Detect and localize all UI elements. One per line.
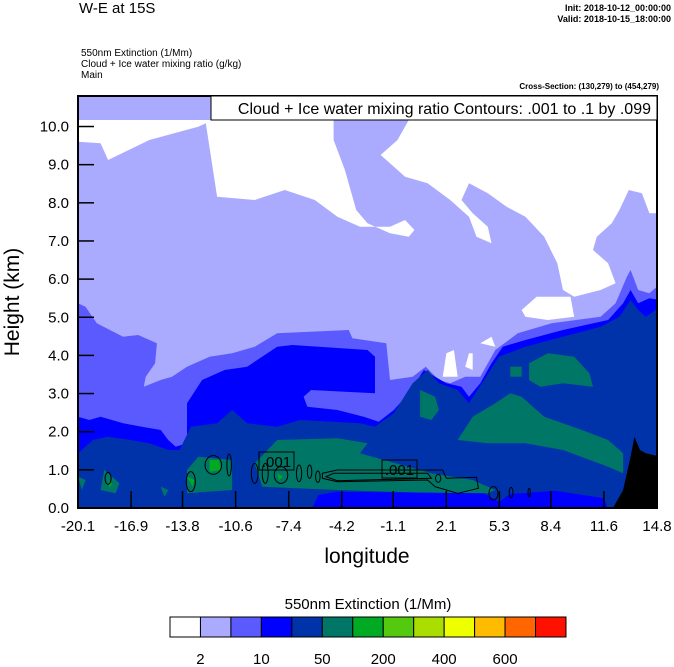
- contour-line: [104, 471, 112, 485]
- contour-label-text: .001: [385, 462, 414, 479]
- field-label-extinction: 550nm Extinction (1/Mm): [81, 48, 193, 59]
- plot-title: W-E at 15S: [79, 0, 156, 17]
- x-tick-label: 11.6: [590, 518, 618, 535]
- contour-line: [226, 453, 232, 477]
- contour-legend-box: Cloud + Ice water mixing ratio Contours:…: [210, 95, 658, 121]
- x-tick-label: -4.2: [329, 518, 355, 535]
- y-tick-label: 9.0: [48, 157, 69, 174]
- colorbar-swatch: [535, 616, 567, 638]
- x-tick-label: -20.1: [61, 518, 95, 535]
- colorbar-swatch: [382, 616, 415, 638]
- colorbar-swatch: [474, 616, 506, 638]
- colorbar: 550nm Extinction (1/Mm) 2 10 50 200 400 600: [169, 596, 567, 667]
- colorbar-label: 2: [196, 651, 204, 667]
- colorbar-swatch: [291, 616, 323, 638]
- x-tick-label: 2.1: [436, 518, 457, 535]
- field-label-cloud-ice: Cloud + Ice water mixing ratio (g/kg): [81, 59, 242, 70]
- extinction-band-400-600: [529, 353, 593, 387]
- extinction-band-below-2: [442, 350, 458, 377]
- contour-line: [315, 470, 321, 483]
- extinction-band-below-2: [465, 353, 473, 370]
- x-tick-label: -7.4: [276, 518, 302, 535]
- contour-line: [324, 472, 433, 482]
- terrain: [612, 436, 657, 508]
- colorbar-swatch: [413, 616, 445, 638]
- y-tick-label: 1.0: [48, 462, 69, 479]
- extinction-band-400-600: [78, 476, 86, 490]
- contour-line: [250, 462, 259, 484]
- extinction-band-200-400: [78, 300, 657, 508]
- x-tick-label: 8.4: [540, 518, 561, 535]
- contour-line: [273, 466, 289, 484]
- contour-line: [435, 473, 442, 483]
- colorbar-swatch: [260, 616, 293, 638]
- y-tick-label: 7.0: [48, 233, 69, 250]
- contour-legend-text: Cloud + Ice water mixing ratio Contours:…: [238, 101, 651, 118]
- colorbar-label: 400: [432, 651, 457, 667]
- extinction-band-400-600: [510, 366, 522, 377]
- contour-line: [204, 455, 223, 475]
- colorbar-swatch: [230, 616, 262, 638]
- x-tick-label: 14.8: [642, 518, 671, 535]
- contour-line: [295, 464, 303, 483]
- extinction-band-400-600: [420, 390, 439, 420]
- colorbar-swatch: [321, 616, 354, 638]
- contour-label-2: .001: [381, 459, 418, 479]
- mixing-ratio-contours: [104, 453, 531, 501]
- colorbar-label: 600: [493, 651, 518, 667]
- colorbar-swatch: [504, 616, 537, 638]
- extinction-fill: [78, 96, 657, 508]
- y-tick-label: 3.0: [48, 386, 69, 403]
- extinction-band-600-plus: [209, 460, 221, 472]
- y-tick-label: 6.0: [48, 271, 69, 288]
- x-tick-label: -16.9: [114, 518, 148, 535]
- colorbar-swatch: [443, 616, 476, 638]
- cross-section-label: Cross-Section: (130,279) to (454,279): [519, 82, 659, 91]
- colorbar-label: 200: [371, 651, 396, 667]
- extinction-band-400-600: [187, 456, 233, 494]
- y-tick-label: 2.0: [48, 424, 69, 441]
- colorbar-swatch: [352, 616, 384, 638]
- x-tick-label: -1.1: [380, 518, 406, 535]
- colorbar-swatch: [169, 616, 201, 638]
- init-time: Init: 2018-10-12_00:00:00: [564, 3, 671, 13]
- colorbar-label: 10: [253, 651, 270, 667]
- extinction-band-400-600: [457, 393, 624, 474]
- x-tick-label: 5.3: [489, 518, 510, 535]
- colorbar-title: 550nm Extinction (1/Mm): [285, 596, 452, 613]
- extinction-band-600-plus: [277, 473, 283, 480]
- contour-line: [488, 486, 499, 501]
- contour-line: [508, 486, 514, 499]
- contour-label-text: .001: [262, 454, 291, 471]
- y-tick-label: 0.0: [48, 500, 69, 517]
- extinction-band-below-2: [78, 120, 415, 237]
- extinction-band-400-600: [160, 486, 169, 497]
- extinction-band-50-200: [312, 490, 608, 508]
- contour-line: [185, 471, 196, 493]
- valid-time: Valid: 2018-10-15_18:00:00: [557, 14, 671, 24]
- contour-line: [306, 464, 313, 479]
- y-axis-label: Height (km): [1, 248, 24, 357]
- y-tick-label: 8.0: [48, 195, 69, 212]
- contour-line: [527, 487, 531, 498]
- x-axis-label: longitude: [324, 545, 409, 568]
- field-label-main: Main: [81, 70, 103, 81]
- extinction-band-below-2: [480, 336, 496, 347]
- y-tick-label: 4.0: [48, 347, 69, 364]
- extinction-band-600-plus: [187, 476, 195, 487]
- extinction-band-below-2: [521, 296, 575, 320]
- x-tick-label: -13.8: [165, 518, 199, 535]
- contour-line: [261, 462, 269, 484]
- y-tick-label: 5.0: [48, 309, 69, 326]
- colorbar-label: 50: [314, 651, 331, 667]
- contour-label-1: .001: [258, 451, 295, 471]
- contour-line: [321, 469, 479, 494]
- extinction-band-below-2: [380, 120, 657, 297]
- x-tick-label: -10.6: [219, 518, 253, 535]
- y-tick-label: 10.0: [40, 119, 69, 136]
- extinction-band-600-plus: [108, 480, 112, 489]
- colorbar-swatch: [199, 616, 232, 638]
